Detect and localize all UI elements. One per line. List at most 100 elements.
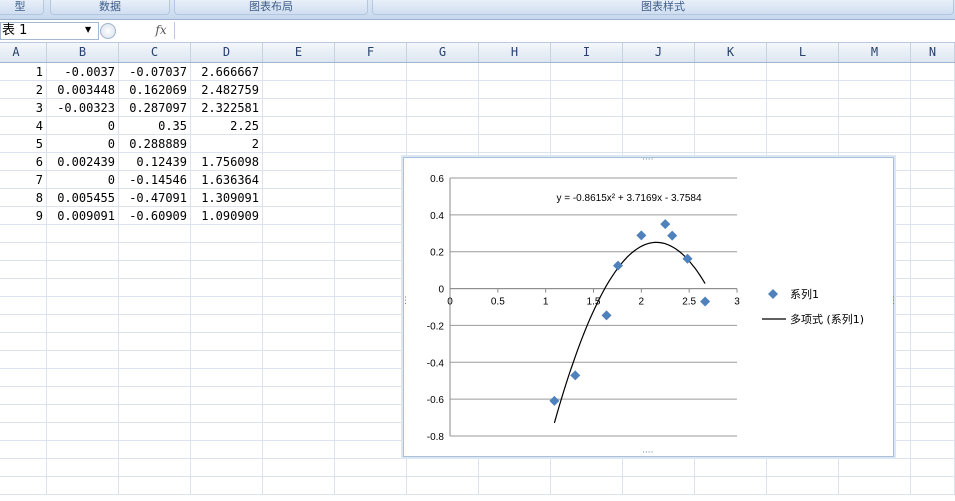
empty-cell[interactable] bbox=[263, 117, 335, 135]
empty-cell[interactable] bbox=[263, 261, 335, 279]
cell-d9[interactable]: 1.090909 bbox=[191, 207, 263, 225]
empty-cell[interactable] bbox=[119, 459, 191, 477]
empty-cell[interactable] bbox=[623, 81, 695, 99]
cell-d1[interactable]: 2.666667 bbox=[191, 63, 263, 81]
ribbon-group-chart-layout[interactable]: 图表布局 bbox=[174, 0, 368, 15]
empty-cell[interactable] bbox=[191, 369, 263, 387]
empty-cell[interactable] bbox=[623, 117, 695, 135]
empty-cell[interactable] bbox=[191, 225, 263, 243]
column-header-h[interactable]: H bbox=[479, 43, 551, 62]
empty-cell[interactable] bbox=[335, 477, 407, 495]
empty-cell[interactable] bbox=[551, 117, 623, 135]
cell-b8[interactable]: 0.005455 bbox=[47, 189, 119, 207]
chart-area[interactable]: ···· ···· ⋮ ⋮ 0.6 0.4 0.2 0 -0.2 -0.4 -0.6 -0.8… bbox=[401, 156, 898, 458]
empty-cell[interactable] bbox=[335, 369, 407, 387]
empty-cell[interactable] bbox=[767, 135, 839, 153]
empty-cell[interactable] bbox=[119, 333, 191, 351]
empty-cell[interactable] bbox=[911, 459, 955, 477]
empty-cell[interactable] bbox=[263, 405, 335, 423]
formula-bar-resize-handle[interactable] bbox=[100, 23, 116, 39]
empty-cell[interactable] bbox=[911, 333, 955, 351]
empty-cell[interactable] bbox=[47, 315, 119, 333]
empty-cell[interactable] bbox=[263, 135, 335, 153]
empty-cell[interactable] bbox=[0, 405, 47, 423]
empty-cell[interactable] bbox=[191, 477, 263, 495]
cell-b1[interactable]: -0.0037 bbox=[47, 63, 119, 81]
cell-d3[interactable]: 2.322581 bbox=[191, 99, 263, 117]
cell-b4[interactable]: 0 bbox=[47, 117, 119, 135]
empty-cell[interactable] bbox=[119, 387, 191, 405]
empty-cell[interactable] bbox=[47, 405, 119, 423]
cell-d7[interactable]: 1.636364 bbox=[191, 171, 263, 189]
empty-cell[interactable] bbox=[263, 297, 335, 315]
cell-b2[interactable]: 0.003448 bbox=[47, 81, 119, 99]
empty-cell[interactable] bbox=[0, 423, 47, 441]
empty-cell[interactable] bbox=[911, 117, 955, 135]
empty-cell[interactable] bbox=[263, 243, 335, 261]
empty-cell[interactable] bbox=[263, 189, 335, 207]
empty-cell[interactable] bbox=[335, 333, 407, 351]
empty-cell[interactable] bbox=[191, 297, 263, 315]
empty-cell[interactable] bbox=[335, 405, 407, 423]
empty-cell[interactable] bbox=[911, 477, 955, 495]
empty-cell[interactable] bbox=[911, 315, 955, 333]
empty-cell[interactable] bbox=[263, 477, 335, 495]
empty-cell[interactable] bbox=[0, 459, 47, 477]
empty-cell[interactable] bbox=[407, 135, 479, 153]
empty-cell[interactable] bbox=[119, 405, 191, 423]
empty-cell[interactable] bbox=[119, 297, 191, 315]
empty-cell[interactable] bbox=[911, 99, 955, 117]
resize-handle-right[interactable]: ⋮ bbox=[889, 296, 898, 306]
empty-cell[interactable] bbox=[191, 423, 263, 441]
empty-cell[interactable] bbox=[911, 387, 955, 405]
empty-cell[interactable] bbox=[191, 441, 263, 459]
ribbon-group-chart-style[interactable]: 图表样式 bbox=[372, 0, 954, 15]
empty-cell[interactable] bbox=[839, 63, 911, 81]
empty-cell[interactable] bbox=[767, 477, 839, 495]
empty-cell[interactable] bbox=[263, 315, 335, 333]
empty-cell[interactable] bbox=[335, 189, 407, 207]
empty-cell[interactable] bbox=[479, 135, 551, 153]
empty-cell[interactable] bbox=[263, 441, 335, 459]
empty-cell[interactable] bbox=[839, 477, 911, 495]
empty-cell[interactable] bbox=[407, 81, 479, 99]
empty-cell[interactable] bbox=[47, 423, 119, 441]
column-header-b[interactable]: B bbox=[47, 43, 119, 62]
empty-cell[interactable] bbox=[47, 333, 119, 351]
empty-cell[interactable] bbox=[695, 477, 767, 495]
empty-cell[interactable] bbox=[191, 459, 263, 477]
column-header-c[interactable]: C bbox=[119, 43, 191, 62]
empty-cell[interactable] bbox=[47, 279, 119, 297]
empty-cell[interactable] bbox=[479, 63, 551, 81]
empty-cell[interactable] bbox=[911, 261, 955, 279]
cell-b7[interactable]: 0 bbox=[47, 171, 119, 189]
empty-cell[interactable] bbox=[479, 81, 551, 99]
empty-cell[interactable] bbox=[335, 243, 407, 261]
cell-c2[interactable]: 0.162069 bbox=[119, 81, 191, 99]
empty-cell[interactable] bbox=[335, 423, 407, 441]
resize-handle-left[interactable]: ⋮ bbox=[401, 296, 410, 306]
empty-cell[interactable] bbox=[119, 315, 191, 333]
empty-cell[interactable] bbox=[335, 459, 407, 477]
empty-cell[interactable] bbox=[47, 459, 119, 477]
empty-cell[interactable] bbox=[911, 153, 955, 171]
cell-c4[interactable]: 0.35 bbox=[119, 117, 191, 135]
empty-cell[interactable] bbox=[407, 63, 479, 81]
empty-cell[interactable] bbox=[0, 387, 47, 405]
empty-cell[interactable] bbox=[191, 279, 263, 297]
empty-cell[interactable] bbox=[0, 261, 47, 279]
column-header-m[interactable]: M bbox=[839, 43, 911, 62]
cell-d5[interactable]: 2 bbox=[191, 135, 263, 153]
column-header-j[interactable]: J bbox=[623, 43, 695, 62]
empty-cell[interactable] bbox=[119, 225, 191, 243]
empty-cell[interactable] bbox=[551, 99, 623, 117]
cell-d4[interactable]: 2.25 bbox=[191, 117, 263, 135]
column-header-e[interactable]: E bbox=[263, 43, 335, 62]
empty-cell[interactable] bbox=[911, 423, 955, 441]
empty-cell[interactable] bbox=[551, 63, 623, 81]
empty-cell[interactable] bbox=[263, 81, 335, 99]
cell-a6[interactable]: 6 bbox=[0, 153, 47, 171]
empty-cell[interactable] bbox=[911, 279, 955, 297]
empty-cell[interactable] bbox=[551, 135, 623, 153]
empty-cell[interactable] bbox=[335, 387, 407, 405]
